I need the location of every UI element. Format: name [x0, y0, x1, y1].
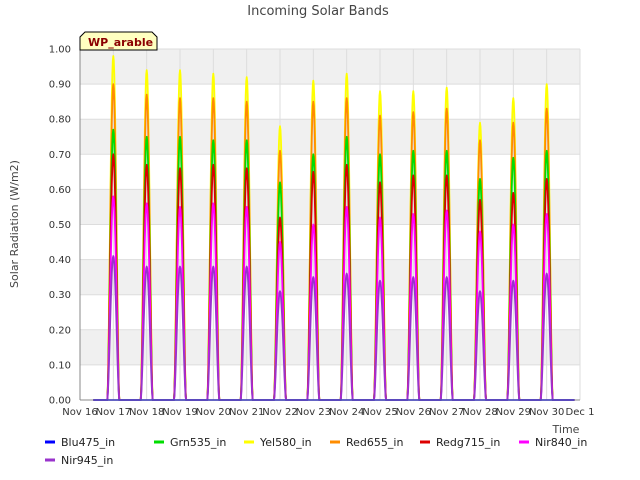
x-tick-label: Nov 16	[62, 407, 97, 418]
legend: Blu475_in Grn535_in Yel580_in Red655_in Redg…	[45, 436, 587, 467]
x-tick-label: Dec 1	[566, 407, 595, 418]
legend-label: Red655_in	[346, 436, 403, 449]
plot-band	[80, 189, 580, 225]
x-tick-label: Nov 23	[296, 407, 331, 418]
x-tick-label: Nov 19	[162, 407, 197, 418]
x-tick-label: Nov 30	[529, 407, 564, 418]
y-tick-label: 0.60	[49, 185, 71, 196]
x-axis-label: Time	[552, 423, 580, 436]
plot-background	[80, 49, 580, 400]
legend-label: Nir945_in	[61, 454, 113, 467]
chart-title: Incoming Solar Bands	[247, 4, 389, 19]
legend-label: Redg715_in	[436, 436, 500, 449]
x-tick-label: Nov 20	[196, 407, 231, 418]
x-tick-label: Nov 17	[96, 407, 131, 418]
x-tick-label: Nov 25	[362, 407, 397, 418]
axes: 0.00 0.10 0.20 0.30 0.40 0.50 0.60 0.70 0.80 0.90…	[49, 45, 595, 419]
x-tick-label: Nov 28	[462, 407, 497, 418]
plot-band	[80, 259, 580, 295]
plot-band	[80, 364, 580, 400]
plot-band	[80, 49, 580, 85]
x-tick-label: Nov 27	[429, 407, 464, 418]
y-tick-label: 0.40	[49, 255, 71, 266]
y-tick-label: 1.00	[49, 45, 71, 56]
plot-band	[80, 294, 580, 330]
y-tick-label: 0.30	[49, 290, 71, 301]
y-tick-label: 0.70	[49, 150, 71, 161]
legend-label: Nir840_in	[535, 436, 587, 449]
legend-label: Yel580_in	[259, 436, 312, 449]
y-tick-label: 0.00	[49, 396, 71, 407]
x-tick-label: Nov 22	[262, 407, 297, 418]
annotation-text: WP_arable	[88, 36, 153, 49]
x-tick-label: Nov 18	[129, 407, 164, 418]
y-tick-label: 0.90	[49, 80, 71, 91]
y-tick-label: 0.50	[49, 220, 71, 231]
y-tick-label: 0.10	[49, 360, 71, 371]
x-tick-label: Nov 24	[329, 407, 364, 418]
plot-band	[80, 329, 580, 365]
plot-band	[80, 84, 580, 120]
y-tick-label: 0.20	[49, 325, 71, 336]
plot-band	[80, 119, 580, 155]
annotation-box: WP_arable	[79, 31, 158, 51]
y-tick-label: 0.80	[49, 115, 71, 126]
y-axis-label: Solar Radiation (W/m2)	[8, 160, 21, 288]
legend-label: Blu475_in	[61, 436, 115, 449]
x-tick-label: Nov 29	[496, 407, 531, 418]
x-tick-label: Nov 26	[396, 407, 431, 418]
plot-band	[80, 154, 580, 190]
x-tick-label: Nov 21	[229, 407, 264, 418]
plot-band	[80, 224, 580, 260]
legend-label: Grn535_in	[170, 436, 226, 449]
